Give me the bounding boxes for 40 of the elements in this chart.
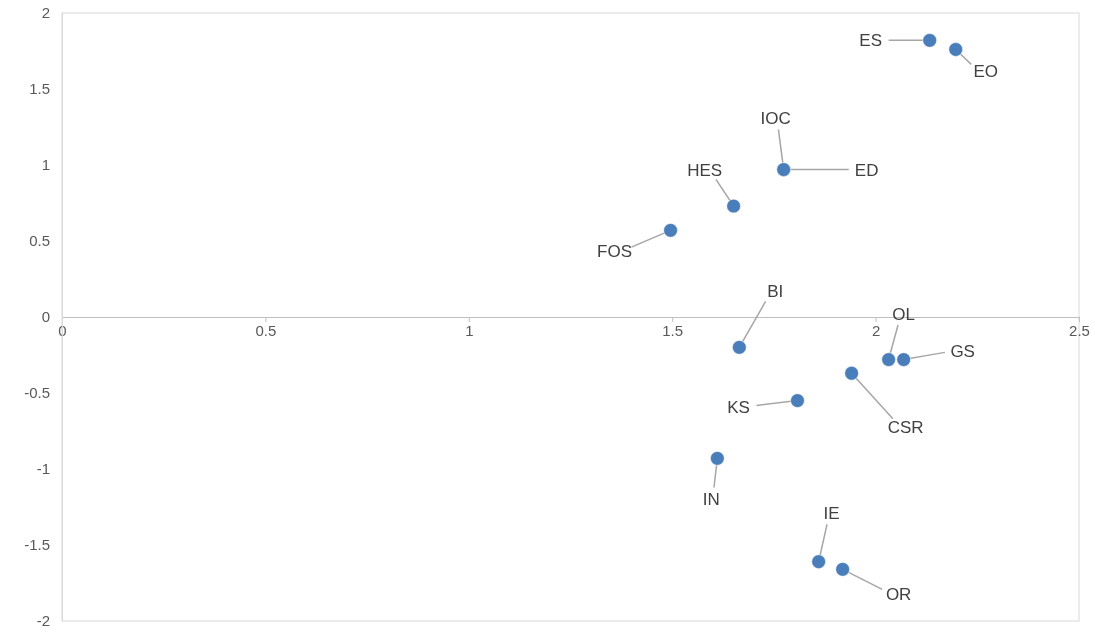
annotation: BI (767, 282, 784, 302)
point (948, 42, 963, 57)
annotation: ES (859, 31, 883, 51)
annotation: FOS (597, 242, 633, 262)
y-tick-label: 1.5 (29, 80, 50, 98)
y-tick-label: 1 (41, 156, 50, 174)
point (732, 340, 747, 355)
point (710, 451, 725, 466)
y-tick-label: 0.5 (29, 232, 50, 250)
x-tick-label: 2.5 (1069, 321, 1090, 339)
x-tick-label: 1 (465, 321, 474, 339)
annotation: IN (702, 490, 720, 510)
point (881, 352, 896, 367)
y-tick-label: -0.5 (24, 384, 50, 402)
annotation: OL (892, 304, 915, 324)
annotation: KS (727, 397, 750, 417)
point (835, 562, 850, 577)
point (896, 352, 911, 367)
point (790, 393, 805, 408)
annotation: IE (823, 503, 840, 523)
annotation: ED (854, 160, 879, 180)
y-tick-label: -2 (36, 612, 50, 630)
point (811, 554, 826, 569)
x-tick-label: 0.5 (255, 321, 277, 339)
point (844, 366, 859, 381)
point (726, 198, 741, 214)
point (663, 223, 678, 238)
annotation: OR (885, 585, 912, 605)
y-tick-label: -1 (36, 460, 50, 478)
point (922, 33, 937, 48)
annotation: EO (973, 62, 999, 82)
x-tick-label: 2 (871, 321, 881, 339)
annotation: IOC (760, 108, 791, 128)
annotation: GS (950, 341, 975, 361)
annotation: CSR (887, 418, 924, 438)
y-tick-label: 0 (41, 308, 50, 326)
annotation: HES (687, 160, 723, 180)
y-tick-label: 2 (41, 4, 50, 22)
y-tick-label: -1.5 (24, 536, 50, 554)
x-tick-label: 1.5 (662, 321, 684, 339)
